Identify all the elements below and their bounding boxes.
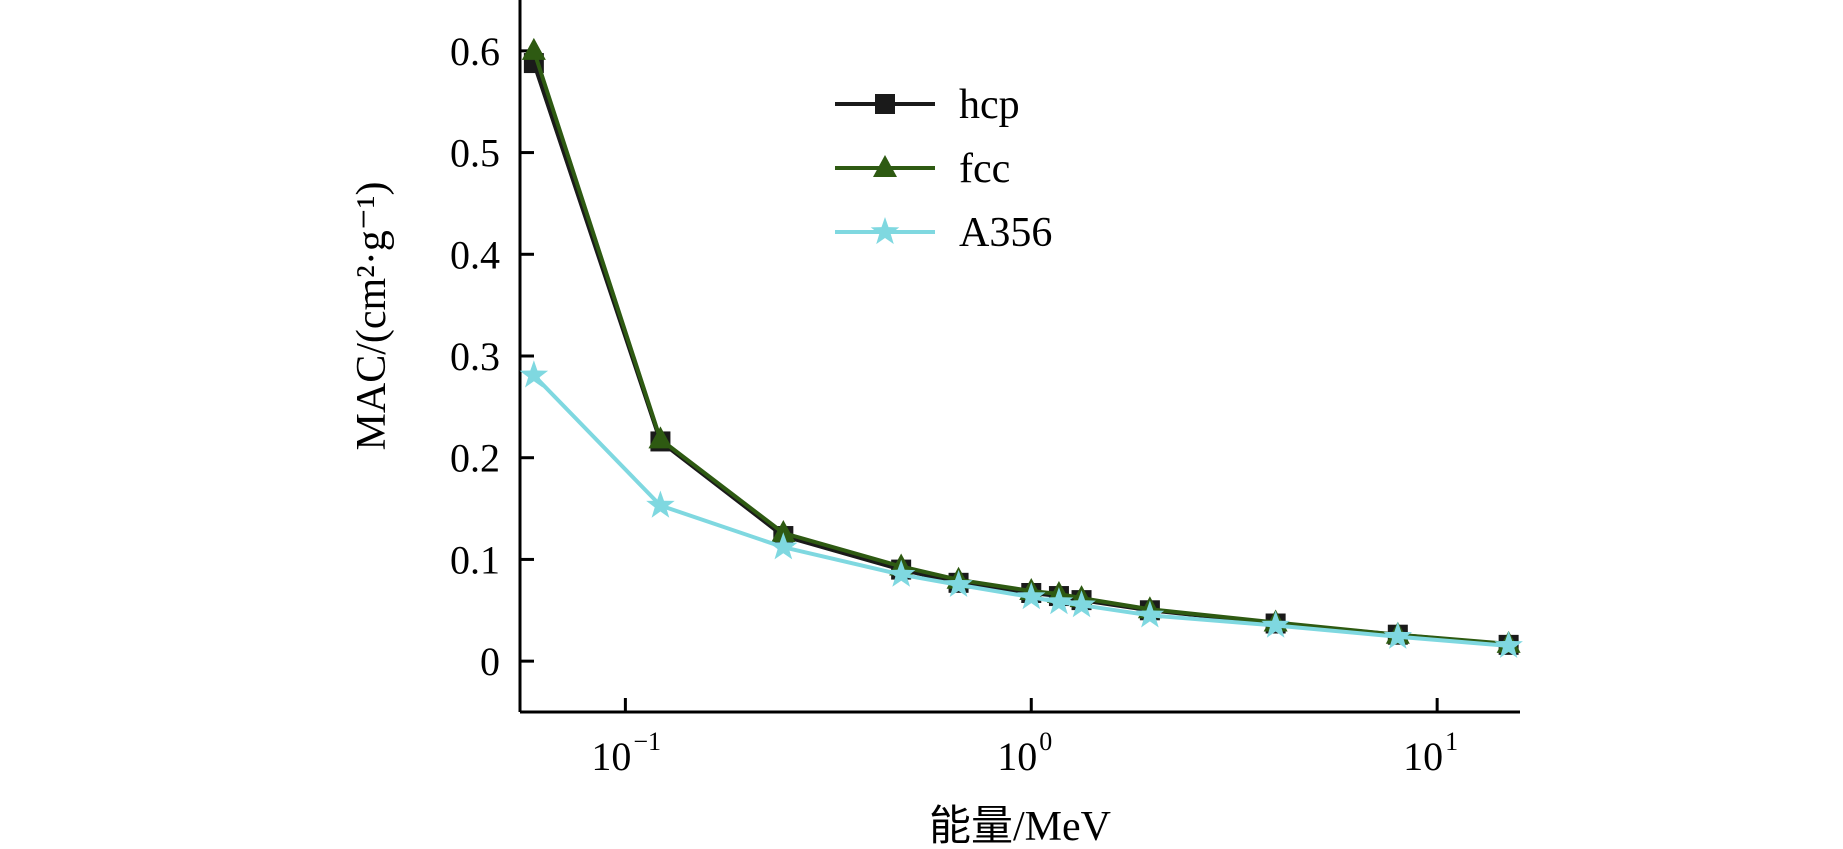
y-tick-label: 0.1 xyxy=(450,537,500,582)
data-point-A356 xyxy=(944,569,973,597)
series-fcc xyxy=(521,37,1521,653)
data-point-A356 xyxy=(1067,590,1096,618)
legend-label-A356: A356 xyxy=(959,210,1052,256)
y-axis-title: MAC/(cm²·g⁻¹) xyxy=(349,182,395,451)
y-tick-label: 0.5 xyxy=(450,131,500,176)
data-point-fcc xyxy=(521,37,546,60)
data-point-A356 xyxy=(886,559,916,587)
series-line-A356 xyxy=(532,373,1509,648)
data-point-A356 xyxy=(1383,621,1413,649)
y-tick-label: 0.2 xyxy=(450,436,500,481)
x-tick-label: 10 xyxy=(997,734,1037,779)
data-point-A356 xyxy=(1044,587,1074,615)
series-layer xyxy=(519,37,1523,658)
x-tick-label: 10 xyxy=(591,734,631,779)
legend-marker-A356 xyxy=(870,217,900,245)
legend-label-hcp: hcp xyxy=(959,82,1020,128)
legend-item-fcc: fcc xyxy=(835,146,1010,192)
data-point-A356 xyxy=(1494,630,1523,658)
x-tick-exponent: 0 xyxy=(1039,727,1052,756)
data-point-fcc xyxy=(648,426,673,449)
axes: 00.10.20.30.40.50.610 −1 10 0 10 1 xyxy=(450,0,1520,779)
y-tick-label: 0.4 xyxy=(450,232,500,277)
data-point-fcc xyxy=(771,519,796,542)
x-tick-exponent: 1 xyxy=(1445,727,1458,756)
data-point-A356 xyxy=(519,360,549,388)
legend: hcp fcc A356 xyxy=(835,82,1052,256)
legend-item-A356: A356 xyxy=(835,210,1052,256)
series-hcp xyxy=(523,53,1519,655)
y-tick-label: 0.6 xyxy=(450,29,500,74)
data-point-A356 xyxy=(646,490,675,518)
data-point-A356 xyxy=(769,532,798,560)
data-point-A356 xyxy=(1261,610,1290,638)
x-tick-label: 10 xyxy=(1403,734,1443,779)
x-axis-title: 能量/MeV xyxy=(929,804,1111,849)
y-tick-label: 0 xyxy=(480,639,500,684)
y-tick-label: 0.3 xyxy=(450,334,500,379)
data-point-A356 xyxy=(1017,582,1046,610)
series-A356 xyxy=(519,360,1523,658)
legend-item-hcp: hcp xyxy=(835,82,1020,128)
series-line-hcp xyxy=(532,62,1509,647)
series-line-fcc xyxy=(531,50,1509,646)
legend-marker-fcc xyxy=(873,155,897,177)
x-tick-exponent: −1 xyxy=(633,727,661,756)
legend-label-fcc: fcc xyxy=(959,146,1010,192)
data-point-A356 xyxy=(1135,600,1165,628)
legend-marker-hcp xyxy=(875,94,895,114)
